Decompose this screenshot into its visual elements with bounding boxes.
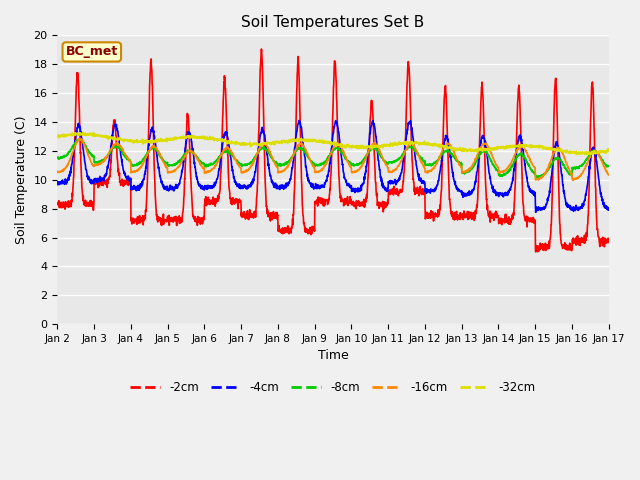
Y-axis label: Soil Temperature (C): Soil Temperature (C)	[15, 116, 28, 244]
X-axis label: Time: Time	[317, 349, 348, 362]
Title: Soil Temperatures Set B: Soil Temperatures Set B	[241, 15, 425, 30]
Legend: -2cm, -4cm, -8cm, -16cm, -32cm: -2cm, -4cm, -8cm, -16cm, -32cm	[125, 377, 541, 399]
Text: BC_met: BC_met	[66, 46, 118, 59]
